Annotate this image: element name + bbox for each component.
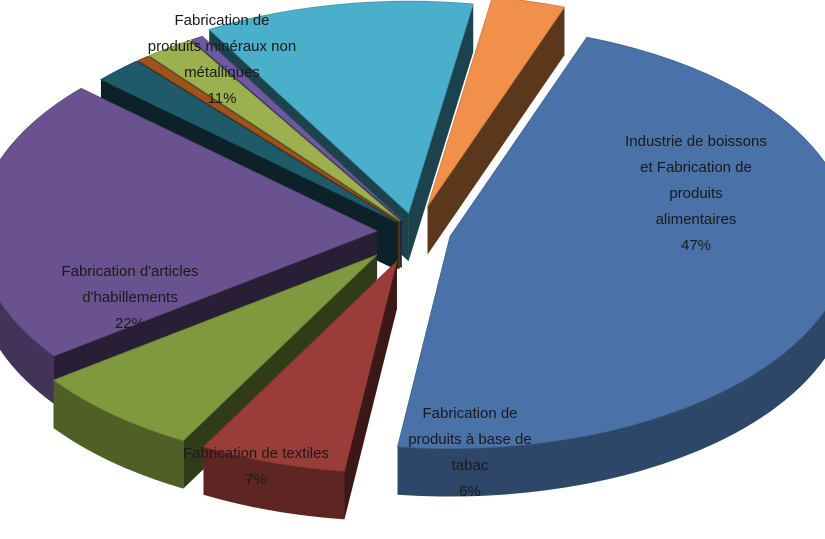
slice-value-label: 7% <box>245 471 267 488</box>
slice-outer-wall <box>397 310 825 497</box>
slice-outer-wall <box>53 380 184 489</box>
pie-slice <box>52 254 377 442</box>
pie-slice <box>148 39 401 222</box>
slice-outer-wall <box>203 446 345 520</box>
pie-slice <box>427 0 566 207</box>
slice-outer-wall <box>0 301 55 404</box>
slice-value-label: 22% <box>115 315 145 332</box>
slice-label-line: produits <box>669 185 722 202</box>
slice-label-line: Fabrication d'articles <box>61 263 198 280</box>
slice-label-line: d'habillements <box>82 289 177 306</box>
slice-value-label: 6% <box>459 483 481 500</box>
slice-label-line: produits minéraux non <box>148 38 296 55</box>
slice-label-line: Fabrication de <box>422 405 517 422</box>
slice-label-textiles: Fabrication de textiles 7% <box>183 445 329 488</box>
slice-label-line: produits à base de <box>408 431 531 448</box>
slice-label-clothing: Fabrication d'articles d'habillements 22… <box>61 263 198 332</box>
slice-wall <box>427 7 565 255</box>
slice-label-tobacco: Fabrication de produits à base de tabac … <box>408 405 531 500</box>
pie-slice <box>0 87 379 357</box>
slice-label-food-beverage: Industrie de boissons et Fabrication de … <box>625 133 767 254</box>
slice-label-line: Fabrication de <box>174 12 269 29</box>
slice-value-label: 47% <box>681 237 711 254</box>
pie-slice <box>202 259 398 472</box>
pie-tops <box>0 0 825 472</box>
slice-label-line: alimentaires <box>656 211 737 228</box>
slice-label-line: métalliques <box>184 64 260 81</box>
pie-slice <box>190 35 402 221</box>
slice-label-line: tabac <box>452 457 489 474</box>
pie-slice <box>137 55 399 222</box>
slice-label-line: et Fabrication de <box>640 159 752 176</box>
slice-label-line: Fabrication de textiles <box>183 445 329 462</box>
slice-label-line: Industrie de boissons <box>625 133 767 150</box>
slice-wall <box>344 261 397 520</box>
slice-wall <box>408 4 474 262</box>
pie-slice <box>208 0 474 214</box>
pie-slice <box>397 36 825 449</box>
slice-label-minerals: Fabrication de produits minéraux non mét… <box>148 12 296 107</box>
pie-slice <box>100 60 398 223</box>
slice-value-label: 11% <box>208 90 237 107</box>
